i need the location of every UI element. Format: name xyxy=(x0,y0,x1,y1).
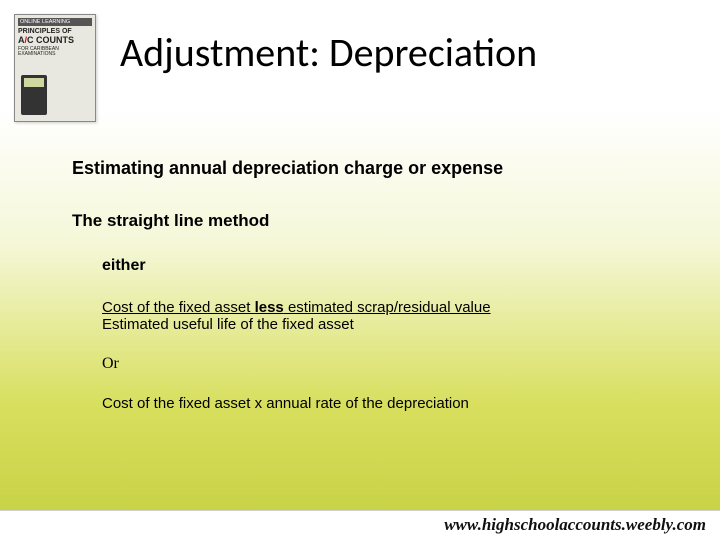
formula-top-suffix: estimated scrap/residual value xyxy=(284,299,491,316)
logo-line2: A/C COUNTS xyxy=(18,36,92,46)
logo-subline: FOR CARIBBEAN EXAMINATIONS xyxy=(18,47,92,58)
slide-content: Estimating annual depreciation charge or… xyxy=(72,158,680,412)
logo-topbar: ONLINE LEARNING xyxy=(18,18,92,26)
textbook-logo: ONLINE LEARNING PRINCIPLES OF A/C COUNTS… xyxy=(14,14,96,122)
logo-line2-c: C COUNTS xyxy=(27,35,74,45)
formula-alt: Cost of the fixed asset x annual rate of… xyxy=(102,395,680,412)
slide-title: Adjustment: Depreciation xyxy=(120,28,537,77)
formula-numerator: Cost of the fixed asset less estimated s… xyxy=(102,299,680,316)
formula-top-less: less xyxy=(255,299,284,316)
subheading: Estimating annual depreciation charge or… xyxy=(72,158,680,179)
calculator-icon xyxy=(21,75,47,115)
formula-denominator: Estimated useful life of the fixed asset xyxy=(102,316,680,333)
footer-url: www.highschoolaccounts.weebly.com xyxy=(0,510,720,540)
either-label: either xyxy=(102,257,680,275)
formula-top-prefix: Cost of the fixed asset xyxy=(102,299,255,316)
or-label: Or xyxy=(102,355,680,373)
method-body: either Cost of the fixed asset less esti… xyxy=(102,257,680,412)
method-heading: The straight line method xyxy=(72,211,680,231)
